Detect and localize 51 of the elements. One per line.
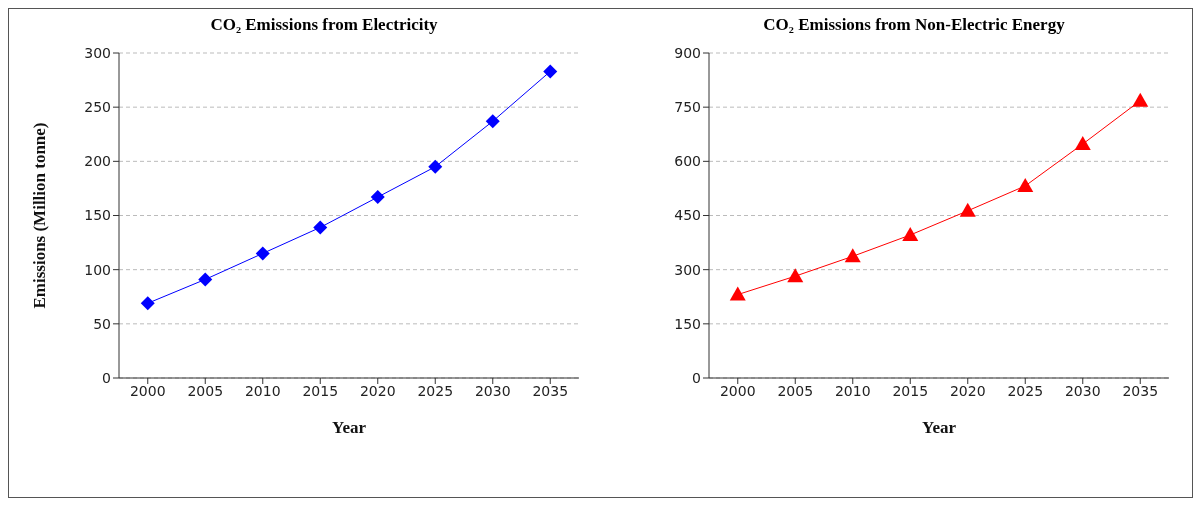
x-tick-label: 2000 xyxy=(719,382,756,399)
y-tick-label: 200 xyxy=(84,153,111,170)
point xyxy=(729,286,746,301)
y-tick-label: 750 xyxy=(674,99,701,116)
x-tick-label: 2035 xyxy=(1122,382,1159,399)
point xyxy=(313,220,328,235)
y-tick-label: 0 xyxy=(102,369,111,386)
chart-title: CO₂ Emissions from Electricity xyxy=(209,14,439,36)
x-axis-title: Year xyxy=(332,418,367,437)
x-tick-label: 2000 xyxy=(129,382,166,399)
point xyxy=(844,248,861,263)
point xyxy=(140,296,155,311)
x-tick-label: 2015 xyxy=(302,382,339,399)
point xyxy=(485,114,500,129)
point xyxy=(1017,177,1034,192)
point xyxy=(370,190,385,205)
point xyxy=(198,272,213,287)
x-tick-label: 2005 xyxy=(187,382,224,399)
x-tick-label: 2020 xyxy=(949,382,986,399)
y-tick-label: 600 xyxy=(674,153,701,170)
x-tick-label: 2010 xyxy=(244,382,281,399)
y-tick-label: 150 xyxy=(674,315,701,332)
point xyxy=(902,227,919,241)
chart-title: CO₂ Emissions from Non-Electric Energy xyxy=(762,14,1066,36)
x-tick-label: 2030 xyxy=(474,382,511,399)
point xyxy=(255,246,270,261)
point xyxy=(428,159,443,174)
x-tick-label: 2005 xyxy=(777,382,814,399)
x-tick-label: 2010 xyxy=(834,382,871,399)
x-tick-label: 2030 xyxy=(1064,382,1101,399)
point xyxy=(543,64,558,79)
x-tick-label: 2025 xyxy=(1007,382,1044,399)
y-tick-label: 250 xyxy=(84,99,111,116)
y-tick-label: 0 xyxy=(692,369,701,386)
y-tick-label: 300 xyxy=(84,44,111,61)
y-tick-label: 50 xyxy=(93,315,111,332)
x-tick-label: 2015 xyxy=(892,382,929,399)
point xyxy=(959,202,976,217)
x-tick-label: 2020 xyxy=(359,382,396,399)
x-tick-label: 2035 xyxy=(532,382,569,399)
y-tick-label: 450 xyxy=(674,207,701,224)
x-axis-title: Year xyxy=(922,418,957,437)
point xyxy=(1074,136,1091,150)
y-tick-label: 150 xyxy=(84,207,111,224)
point xyxy=(1132,92,1149,107)
point xyxy=(787,268,804,283)
x-tick-label: 2025 xyxy=(417,382,454,399)
y-axis-title: Emissions (Million tonne) xyxy=(30,122,50,309)
y-tick-label: 100 xyxy=(84,261,111,278)
y-tick-label: 300 xyxy=(674,261,701,278)
y-tick-label: 900 xyxy=(674,44,701,61)
